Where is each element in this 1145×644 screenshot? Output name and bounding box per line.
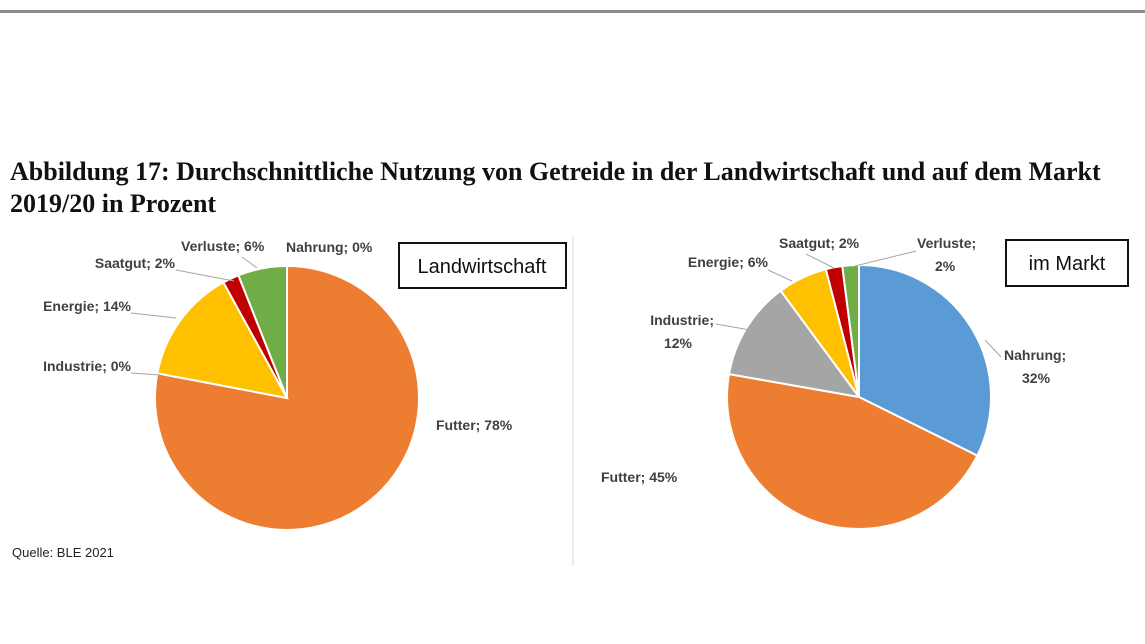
source-note: Quelle: BLE 2021 [12,545,114,560]
slice-label-energie: Energie; 6% [688,254,769,270]
chart-title-box [398,242,567,289]
figure-title: Abbildung 17: Durchschnittliche Nutzung … [10,157,1101,218]
slice-label-verluste: Verluste; 6% [181,238,265,254]
pie-slice-energie [156,280,289,400]
leader-line-industrie [130,372,161,376]
pie-slice-nahrung [858,263,992,457]
chart-title: Landwirtschaft [418,256,547,278]
slice-label-saatgut: Saatgut; 2% [95,255,176,271]
leader-line-nahrung [984,339,1002,358]
chart-im-markt: im Markt Nahrung; 32% Futter; 45% Industrie… [601,235,1129,530]
leader-line-verluste [854,250,917,267]
pie-landwirtschaft [154,264,420,531]
leader-line-energie [130,312,177,319]
leader-line-industrie [715,323,751,331]
leader-line-verluste [241,256,258,269]
slice-label-industrie: Industrie; 12% [650,312,714,351]
slice-label-verluste: Verluste; 2% [917,235,976,274]
leader-line-saatgut [175,269,235,282]
pie-slice-futter [726,372,979,530]
slice-label-nahrung: Nahrung; 0% [286,239,373,255]
slice-label-futter: Futter; 45% [601,469,678,485]
slice-label-futter: Futter; 78% [436,417,513,433]
chart-landwirtschaft: Landwirtschaft Nahrung; 0% Futter; 78% Ind… [43,238,567,531]
slice-labels-landwirtschaft: Nahrung; 0% Futter; 78% Industrie; 0% Energ… [43,238,513,433]
slice-label-saatgut: Saatgut; 2% [779,235,860,251]
slice-label-energie: Energie; 14% [43,298,131,314]
leader-line-energie [767,269,793,282]
chart-title: im Markt [1029,253,1106,275]
chart-title-box [1005,239,1129,287]
top-rule [0,10,1145,13]
slice-labels-im-markt: Nahrung; 32% Futter; 45% Industrie; 12% Energ… [601,235,1066,485]
pie-slice-verluste [237,264,288,399]
slice-label-nahrung: Nahrung; 32% [1004,347,1066,386]
pie-im-markt [726,263,992,530]
pie-slice-industrie [727,289,862,399]
slice-label-industrie: Industrie; 0% [43,358,131,374]
leader-line-saatgut [805,253,835,269]
